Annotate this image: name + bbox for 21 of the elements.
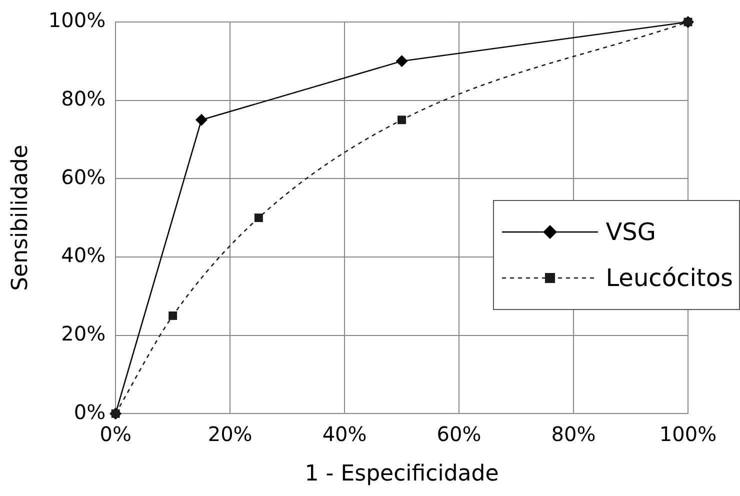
legend-label: VSG	[606, 218, 656, 246]
point	[195, 114, 208, 126]
point	[254, 214, 263, 222]
y-tick-label: 20%	[61, 321, 106, 346]
y-tick-label: 40%	[61, 243, 106, 268]
legend-label: Leucócitos	[606, 264, 733, 292]
x-tick-label: 0%	[100, 422, 132, 446]
x-axis-title: 1 - Especificidade	[304, 462, 499, 487]
y-tick-label: 60%	[61, 164, 106, 189]
point	[396, 55, 408, 68]
x-tick-label: 40%	[322, 422, 367, 446]
x-tick-label: 100%	[659, 422, 717, 446]
y-tick-label: 100%	[48, 8, 106, 32]
y-tick-label: 0%	[74, 400, 106, 424]
x-tick-label: 20%	[208, 422, 252, 446]
point	[398, 116, 406, 124]
x-tick-label: 80%	[551, 422, 596, 446]
x-tick-label: 60%	[436, 422, 482, 446]
y-axis-title: Sensibilidade	[8, 144, 33, 291]
point	[168, 311, 178, 320]
y-tick-label: 80%	[61, 86, 106, 111]
